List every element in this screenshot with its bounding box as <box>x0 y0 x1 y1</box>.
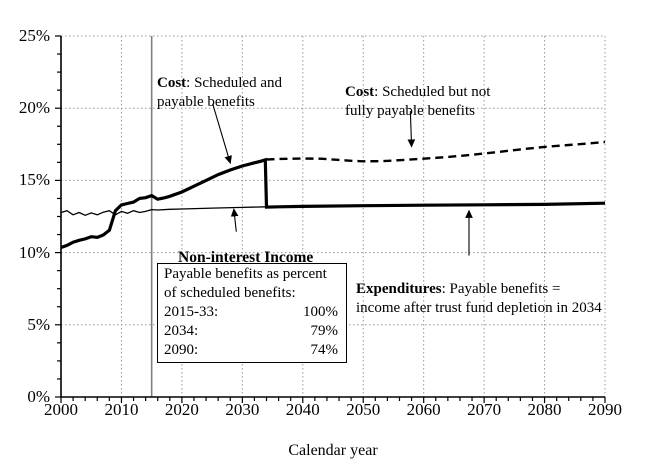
annotation-non-interest-bold: Non-interest Income <box>178 249 314 266</box>
x-tick-label: 2050 <box>346 400 381 419</box>
x-tick-label: 2060 <box>406 400 441 419</box>
x-axis-title: Calendar year <box>288 442 378 459</box>
annotation-cost-scheduled-text: : Scheduled but not fully payable benefi… <box>345 84 491 119</box>
annotation-expenditures: Expenditures: Payable benefits = income … <box>356 261 618 318</box>
payable-benefits-box-header: Payable benefits as percent of scheduled… <box>164 266 327 301</box>
payable-benefits-row: 2034: 79% <box>164 322 338 341</box>
payable-benefits-table: 2015-33: 100% 2034: 79% 2090: 74% <box>164 303 338 360</box>
y-tick-label: 20% <box>18 98 50 118</box>
y-tick-label: 25% <box>18 26 50 45</box>
data-series <box>60 140 606 250</box>
annotation-non-interest-income: Non-interest Income <box>178 229 313 267</box>
axis-ticks <box>55 35 606 403</box>
y-tick-label: 0% <box>27 387 50 406</box>
annotation-cost-payable-text: : Scheduled and payable benefits <box>157 75 282 110</box>
payable-benefits-row: 2015-33: 100% <box>164 303 338 322</box>
payable-benefits-row-value: 79% <box>310 323 339 339</box>
annotation-arrows <box>212 103 473 256</box>
annotation-cost-payable: Cost: Scheduled and payable benefits <box>157 55 327 112</box>
annotation-cost-payable-bold: Cost <box>157 75 187 91</box>
annotation-arrow <box>212 103 232 165</box>
annotation-arrow <box>230 208 239 232</box>
x-tick-label: 2030 <box>225 400 260 419</box>
x-tick-label: 2090 <box>588 400 622 419</box>
payable-benefits-row-label: 2090: <box>164 342 199 358</box>
annotation-arrow <box>407 111 416 148</box>
payable-benefits-row-label: 2034: <box>164 323 199 339</box>
series-dashed <box>266 140 606 163</box>
annotation-expenditures-bold: Expenditures <box>356 281 442 297</box>
x-tick-label: 2080 <box>527 400 562 419</box>
payable-benefits-row-value: 74% <box>310 342 339 358</box>
x-tick-label: 2010 <box>104 400 139 419</box>
y-tick-label: 15% <box>18 170 50 190</box>
payable-benefits-row: 2090: 74% <box>164 341 338 360</box>
series-thick-solid <box>60 157 606 250</box>
x-tick-label: 2020 <box>164 400 199 419</box>
payable-benefits-row-label: 2015-33: <box>164 304 219 320</box>
x-tick-label: 2000 <box>44 400 78 419</box>
x-tick-label: 2040 <box>285 400 320 419</box>
payable-benefits-row-value: 100% <box>303 304 338 320</box>
annotation-expenditures-text: : Payable benefits = income after trust … <box>356 281 602 316</box>
x-tick-label: 2070 <box>467 400 502 419</box>
y-tick-label: 10% <box>18 242 50 262</box>
payable-benefits-box: Payable benefits as percent of scheduled… <box>157 263 347 363</box>
annotation-cost-scheduled: Cost: Scheduled but not fully payable be… <box>345 64 535 121</box>
annotation-cost-scheduled-bold: Cost <box>345 84 375 100</box>
y-tick-label: 5% <box>27 314 50 334</box>
